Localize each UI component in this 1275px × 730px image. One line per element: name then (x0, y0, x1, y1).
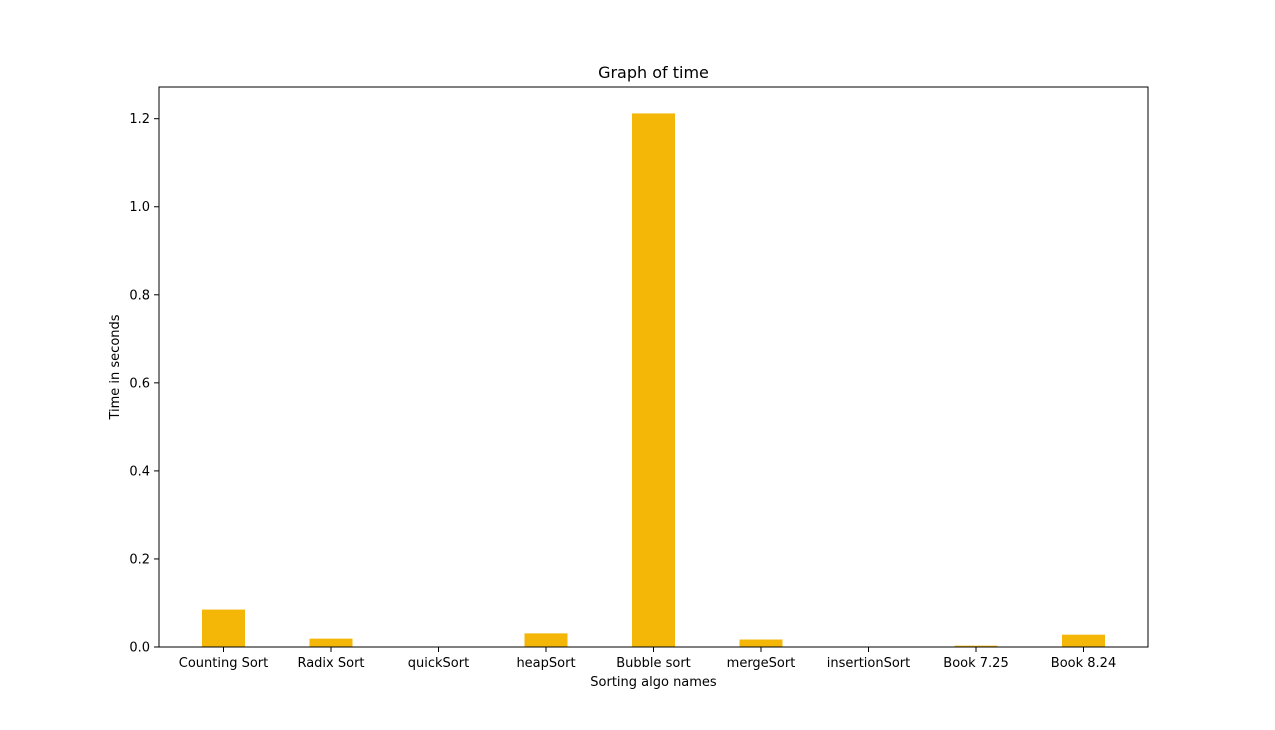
y-tick-label: 0.6 (129, 376, 150, 391)
x-tick-label: insertionSort (827, 656, 911, 671)
chart-title: Graph of time (598, 63, 709, 82)
bar-3 (525, 633, 568, 647)
bar-0 (202, 610, 245, 647)
bar-8 (1062, 635, 1105, 647)
bar-4 (632, 113, 675, 647)
y-tick-label: 0.2 (129, 552, 150, 567)
y-tick-label: 1.2 (129, 112, 150, 127)
x-tick-label: Book 8.24 (1051, 656, 1116, 671)
x-tick-label: Bubble sort (616, 656, 691, 671)
x-axis-label: Sorting algo names (590, 675, 717, 690)
x-tick-label: Counting Sort (179, 656, 269, 671)
x-tick-label: mergeSort (727, 656, 796, 671)
x-tick-label: heapSort (516, 656, 575, 671)
x-tick-label: quickSort (408, 656, 469, 671)
y-tick-label: 1.0 (129, 200, 150, 215)
y-tick-label: 0.4 (129, 464, 150, 479)
y-axis-label: Time in seconds (108, 314, 123, 420)
x-tick-label: Radix Sort (297, 656, 364, 671)
x-tick-label: Book 7.25 (943, 656, 1008, 671)
y-tick-label: 0.0 (129, 641, 150, 656)
bar-5 (740, 640, 783, 647)
y-tick-label: 0.8 (129, 288, 150, 303)
bar-1 (310, 639, 353, 647)
